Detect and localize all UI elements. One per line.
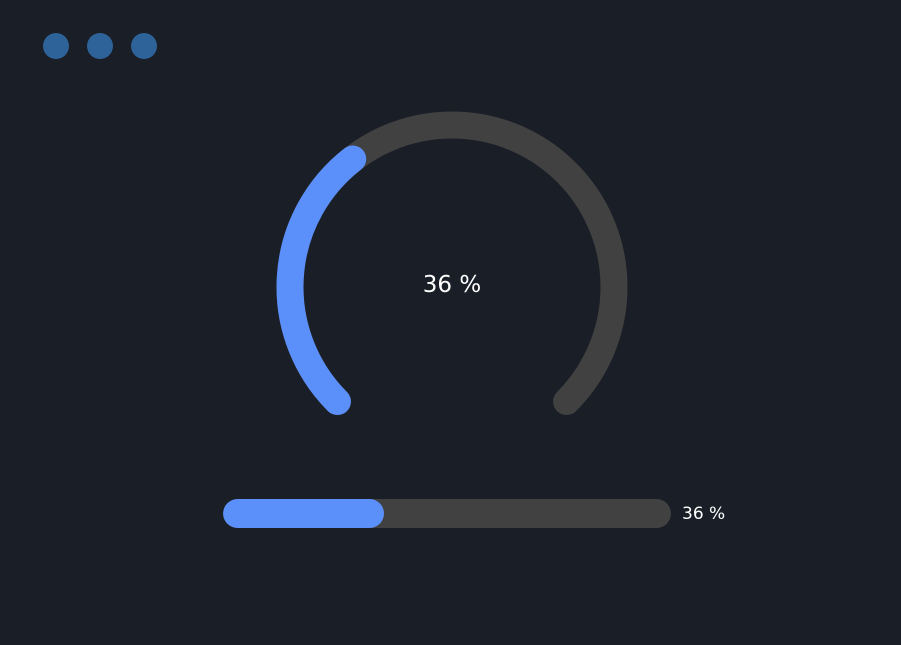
progress-bar-label: 36 % (682, 504, 726, 524)
gauge-fill (276, 145, 367, 416)
gauge-value-label: 36 % (422, 272, 482, 298)
window-dot-2[interactable] (87, 33, 113, 59)
window-dot-1[interactable] (43, 33, 69, 59)
progress-bar-fill (223, 499, 385, 528)
window-dot-3[interactable] (131, 33, 157, 59)
progress-bar (223, 499, 671, 528)
